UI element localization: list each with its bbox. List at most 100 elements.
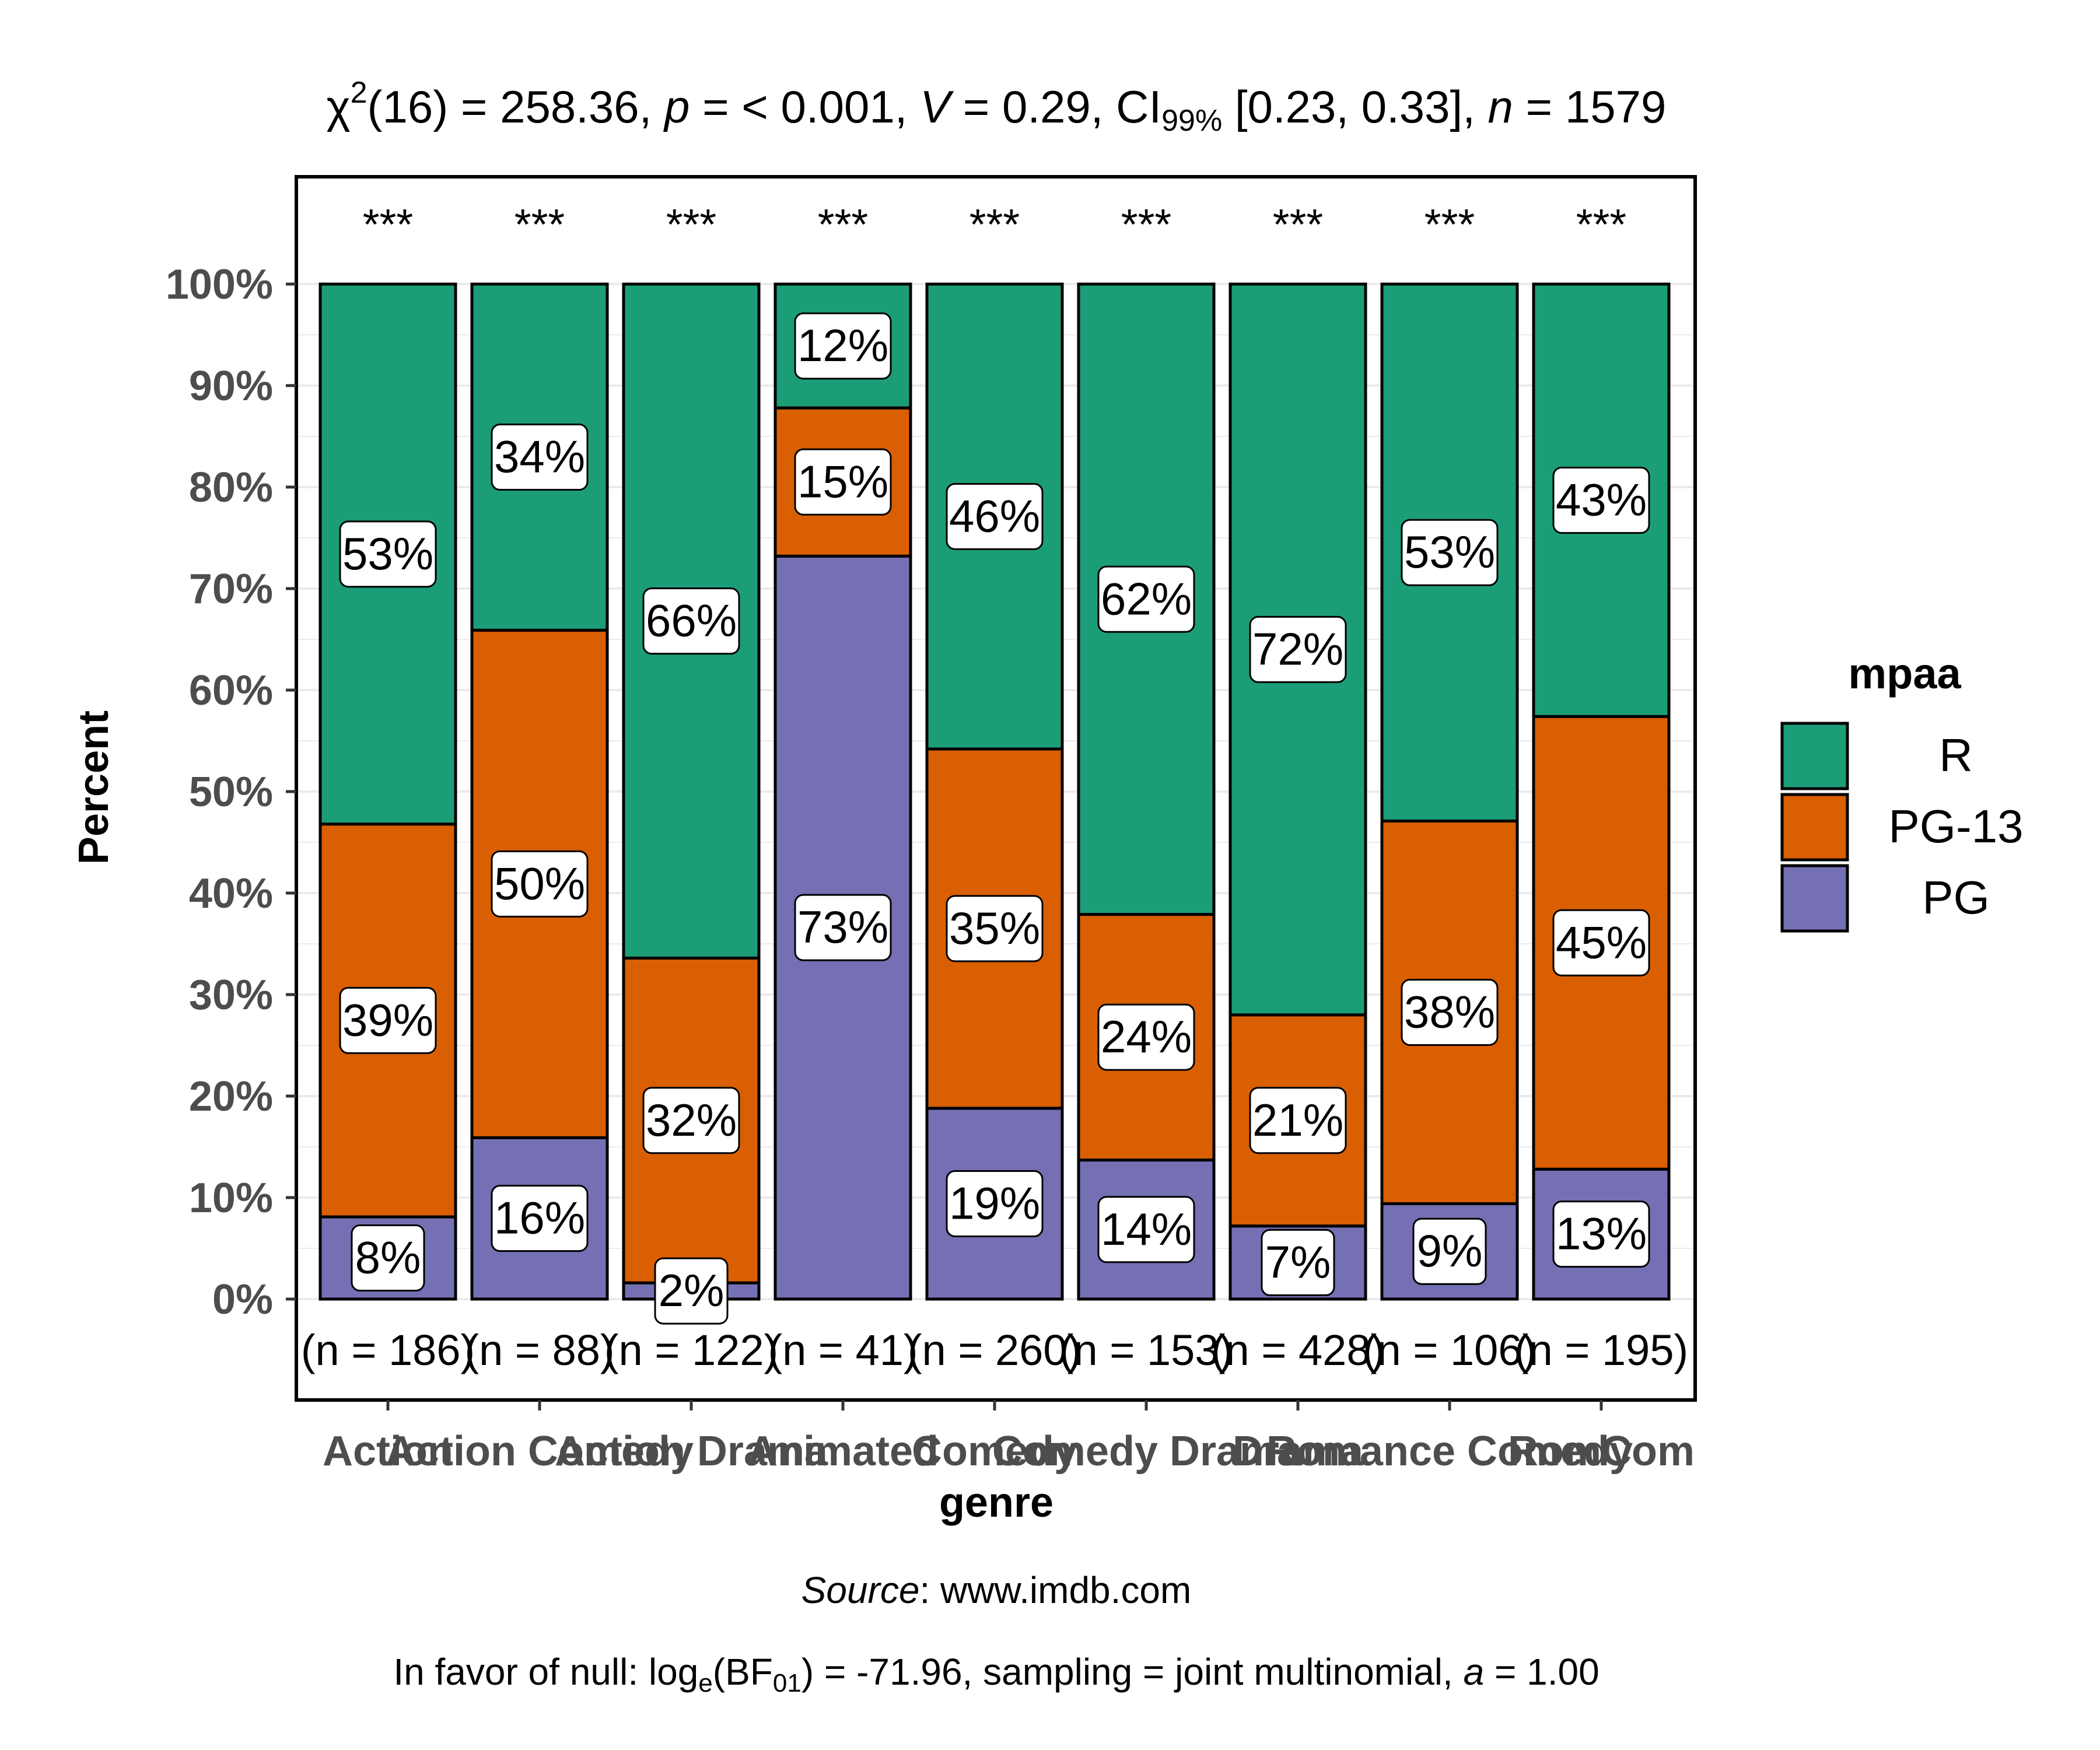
significance-label: ***	[514, 200, 565, 249]
y-tick-label: 10%	[189, 1175, 273, 1222]
y-tick-label: 100%	[166, 261, 273, 308]
significance-label: ***	[818, 200, 868, 249]
y-tick-label: 70%	[189, 566, 273, 612]
n-label: (n = 186)	[301, 1326, 475, 1374]
svg-text:14%: 14%	[1101, 1203, 1192, 1255]
svg-text:7%: 7%	[1265, 1236, 1331, 1287]
significance-label: ***	[363, 200, 413, 249]
data-label: 34%	[491, 424, 589, 491]
data-labels: 8% 39% 53% 16% 50% 34% 2% 32% 66% 73% 15% 12% 19% 35%…	[339, 312, 1650, 1325]
caption-source: Source: www.imdb.com	[802, 1569, 1192, 1611]
svg-text:43%: 43%	[1556, 474, 1647, 526]
svg-text:73%: 73%	[797, 901, 888, 953]
x-tick-label: Action	[323, 1428, 453, 1475]
svg-text:32%: 32%	[646, 1094, 737, 1146]
y-tick-label: 30%	[189, 972, 273, 1019]
data-label: 45%	[1552, 909, 1650, 977]
x-tick-label: Animated	[747, 1428, 939, 1475]
n-label: (n = 41)	[768, 1326, 918, 1374]
svg-text:PG-13: PG-13	[1888, 800, 2023, 852]
data-label: 13%	[1552, 1200, 1650, 1268]
data-label: 46%	[946, 482, 1044, 550]
n-label: (n = 88)	[464, 1326, 614, 1374]
svg-text:39%: 39%	[342, 994, 433, 1045]
significance-label: ***	[1273, 200, 1323, 249]
data-label: 32%	[642, 1087, 740, 1154]
svg-text:15%: 15%	[797, 456, 888, 507]
significance-label: ***	[1424, 200, 1475, 249]
data-label: 50%	[491, 850, 589, 918]
svg-text:45%: 45%	[1556, 916, 1647, 968]
x-tick-label: Comedy Drama	[992, 1428, 1301, 1475]
significance-label: ***	[1576, 200, 1626, 249]
data-label: 21%	[1249, 1087, 1347, 1154]
chart-title: χ2(16) = 258.36, p = < 0.001, V = 0.29, …	[327, 76, 1667, 138]
svg-text:46%: 46%	[949, 490, 1040, 541]
svg-text:38%: 38%	[1404, 986, 1495, 1037]
data-label: 73%	[794, 894, 892, 961]
data-label: 66%	[642, 587, 740, 655]
data-label: 43%	[1552, 467, 1650, 534]
legend-entry: R	[1780, 722, 1973, 790]
significance-label: ***	[970, 200, 1020, 249]
y-tick-label: 40%	[189, 870, 273, 917]
svg-text:2%: 2%	[659, 1265, 724, 1316]
legend: mpaa R PG-13 PG	[1780, 649, 2024, 933]
x-tick-label: RomCom	[1508, 1428, 1695, 1475]
x-tick-label: Romance Comedy	[1266, 1428, 1633, 1475]
y-tick-label: 0%	[212, 1276, 273, 1323]
data-label: 24%	[1097, 1003, 1195, 1071]
data-label: 15%	[794, 448, 892, 516]
data-label: 62%	[1097, 565, 1195, 633]
n-label: (n = 122)	[604, 1326, 778, 1374]
data-label: 2%	[654, 1257, 729, 1325]
svg-text:66%: 66%	[646, 595, 737, 646]
svg-text:53%: 53%	[342, 528, 433, 579]
significance-label: ***	[1121, 200, 1171, 249]
svg-text:53%: 53%	[1404, 526, 1495, 578]
y-tick-label: 50%	[189, 769, 273, 816]
x-tick-label: Action Drama	[555, 1428, 828, 1475]
n-label: (n = 195)	[1514, 1326, 1688, 1374]
svg-text:62%: 62%	[1101, 573, 1192, 624]
data-label: 39%	[339, 986, 437, 1054]
data-label: 7%	[1261, 1228, 1335, 1296]
data-label: 8%	[351, 1224, 425, 1292]
y-tick-label: 60%	[189, 667, 273, 714]
data-label: 53%	[1401, 519, 1499, 586]
significance-labels: *** *** *** *** *** *** *** *** ***	[363, 200, 1626, 249]
svg-text:9%: 9%	[1417, 1225, 1483, 1276]
data-label: 14%	[1097, 1196, 1195, 1264]
svg-text:24%: 24%	[1101, 1011, 1192, 1062]
n-label: (n = 153)	[1059, 1326, 1233, 1374]
data-label: 35%	[946, 895, 1044, 963]
svg-text:35%: 35%	[949, 902, 1040, 954]
legend-entry: PG	[1780, 864, 1990, 933]
y-tick-label: 80%	[189, 464, 273, 511]
n-label: (n = 260)	[908, 1326, 1082, 1374]
svg-text:12%: 12%	[797, 320, 888, 371]
svg-text:PG: PG	[1922, 872, 1990, 923]
svg-text:16%: 16%	[494, 1192, 585, 1244]
legend-entry: PG-13	[1780, 793, 2024, 862]
svg-text:34%: 34%	[494, 431, 585, 482]
svg-text:72%: 72%	[1252, 623, 1343, 674]
data-label: 53%	[339, 520, 437, 588]
y-tick-label: 90%	[189, 363, 273, 410]
legend-title: mpaa	[1848, 649, 1961, 698]
caption-bayes-factor: In favor of null: loge(BF01) = -71.96, s…	[393, 1651, 1599, 1698]
data-label: 16%	[491, 1185, 589, 1252]
significance-label: ***	[666, 200, 716, 249]
data-label: 38%	[1401, 978, 1499, 1046]
data-label: 9%	[1412, 1217, 1487, 1285]
svg-text:13%: 13%	[1556, 1208, 1647, 1259]
n-label: (n = 428)	[1211, 1326, 1385, 1374]
svg-text:50%: 50%	[494, 858, 585, 909]
x-tick-label: Action Comedy	[386, 1428, 694, 1475]
data-label: 12%	[794, 312, 892, 380]
data-label: 72%	[1249, 615, 1347, 683]
y-axis-label: Percent	[71, 710, 117, 864]
x-tick-label: Comedy	[912, 1428, 1077, 1475]
